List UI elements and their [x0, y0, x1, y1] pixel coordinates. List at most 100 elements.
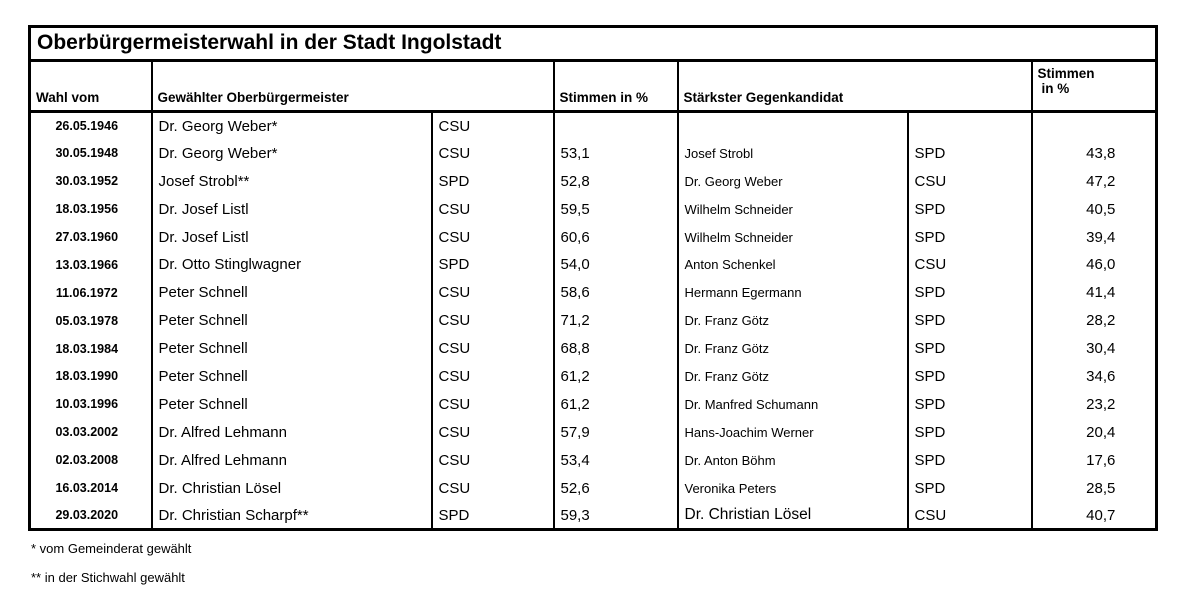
elected-mayor-party: CSU	[430, 111, 554, 140]
column-header-stimmen-line2: in %	[1041, 81, 1070, 96]
elected-mayor-vote-share: 59,3	[552, 501, 678, 530]
election-date: 29.03.2020	[55, 508, 119, 523]
title-row: Oberbürgermeisterwahl in der Stadt Ingol…	[29, 26, 1157, 62]
opponent-vote-share: 34,6	[1030, 362, 1157, 391]
elected-mayor-party: CSU	[430, 418, 554, 447]
opponent-name: Anton Schenkel	[676, 250, 908, 279]
elected-mayor-name: Dr. Otto Stinglwagner	[150, 250, 432, 279]
opponent-party: CSU	[906, 167, 1032, 196]
opponent-vote-share: 20,4	[1030, 418, 1157, 447]
elected-mayor-party: CSU	[430, 306, 554, 335]
elected-mayor-party: CSU	[430, 139, 554, 168]
opponent-vote-share: 30,4	[1030, 334, 1157, 363]
elected-mayor-party: CSU	[430, 278, 554, 307]
opponent-name: Dr. Franz Götz	[676, 362, 908, 391]
table-row: 11.06.1972 Peter Schnell CSU 58,6 Hermann Eg…	[30, 278, 1157, 307]
opponent-party	[906, 111, 1032, 140]
election-date: 11.06.1972	[55, 285, 118, 300]
elected-mayor-vote-share: 60,6	[552, 223, 678, 251]
elected-mayor-name: Josef Strobl**	[150, 167, 432, 196]
election-date: 03.03.2002	[55, 425, 119, 440]
opponent-party: SPD	[906, 390, 1032, 419]
column-header-gegenkandidat: Stärkster Gegenkandidat	[676, 60, 1032, 113]
column-header-row: Wahl vom Gewählter Oberbürgermeister Sti…	[29, 60, 1157, 113]
elected-mayor-vote-share: 68,8	[552, 334, 678, 363]
column-header-stimmen-ob: Stimmen in %	[552, 60, 678, 113]
opponent-party: CSU	[906, 501, 1032, 530]
elected-mayor-party: SPD	[430, 167, 554, 196]
table-row: 16.03.2014 Dr. Christian Lösel CSU 52,6 Vero…	[30, 474, 1157, 502]
column-header-stimmen-line1: Stimmen	[1037, 66, 1095, 81]
opponent-name: Dr. Anton Böhm	[676, 446, 908, 475]
elected-mayor-name: Peter Schnell	[150, 334, 432, 363]
column-header-stimmen-gegenkandidat: Stimmen in %	[1030, 60, 1157, 113]
opponent-name: Dr. Franz Götz	[676, 306, 908, 335]
elected-mayor-name: Dr. Alfred Lehmann	[150, 418, 432, 447]
table-row: 30.05.1948 Dr. Georg Weber* CSU 53,1 Josef S…	[30, 139, 1157, 168]
opponent-name: Josef Strobl	[676, 139, 908, 168]
footnote-gemeinderat: * vom Gemeinderat gewählt	[31, 541, 192, 556]
elected-mayor-party: CSU	[430, 195, 554, 224]
opponent-vote-share: 23,2	[1030, 390, 1157, 419]
election-date: 18.03.1984	[55, 341, 119, 356]
opponent-party: SPD	[906, 418, 1032, 447]
table-row: 05.03.1978 Peter Schnell CSU 71,2 Dr. Franz …	[30, 306, 1157, 335]
opponent-vote-share	[1030, 111, 1157, 140]
elected-mayor-party: CSU	[430, 474, 554, 502]
footnote-stichwahl: ** in der Stichwahl gewählt	[31, 570, 185, 585]
election-date: 16.03.2014	[55, 481, 119, 496]
opponent-name	[676, 111, 908, 140]
opponent-vote-share: 40,7	[1030, 501, 1157, 530]
opponent-party: SPD	[906, 195, 1032, 224]
opponent-vote-share: 28,2	[1030, 306, 1157, 335]
elected-mayor-vote-share: 52,8	[552, 167, 678, 196]
election-date: 02.03.2008	[55, 453, 119, 468]
election-date: 27.03.1960	[55, 230, 119, 244]
opponent-party: SPD	[906, 474, 1032, 502]
elected-mayor-vote-share: 53,4	[552, 446, 678, 475]
election-date: 05.03.1978	[55, 313, 119, 328]
elected-mayor-party: CSU	[430, 334, 554, 363]
table-row: 29.03.2020 Dr. Christian Scharpf** SPD 59,3…	[30, 501, 1157, 530]
table-row: 03.03.2002 Dr. Alfred Lehmann CSU 57,9 Hans-…	[30, 418, 1157, 447]
table-row: 10.03.1996 Peter Schnell CSU 61,2 Dr. Manfre…	[30, 390, 1157, 419]
elected-mayor-party: CSU	[430, 446, 554, 475]
table-row: 27.03.1960 Dr. Josef Listl CSU 60,6 Wilhelm …	[30, 223, 1157, 251]
elected-mayor-name: Dr. Josef Listl	[150, 223, 432, 251]
opponent-vote-share: 41,4	[1030, 278, 1157, 307]
elected-mayor-name: Dr. Christian Scharpf**	[150, 501, 432, 530]
table-row: 30.03.1952 Josef Strobl** SPD 52,8 Dr. Georg…	[30, 167, 1157, 196]
elected-mayor-name: Peter Schnell	[150, 306, 432, 335]
elected-mayor-name: Peter Schnell	[150, 362, 432, 391]
elected-mayor-vote-share: 71,2	[552, 306, 678, 335]
elected-mayor-name: Dr. Alfred Lehmann	[150, 446, 432, 475]
election-date: 10.03.1996	[55, 397, 119, 412]
opponent-party: SPD	[906, 278, 1032, 307]
elected-mayor-vote-share: 59,5	[552, 195, 678, 224]
election-date: 18.03.1956	[55, 202, 119, 217]
elected-mayor-name: Dr. Christian Lösel	[150, 474, 432, 502]
table-body: 26.05.1946 Dr. Georg Weber* CSU 30.05.1948 D…	[30, 111, 1157, 530]
table-row: 02.03.2008 Dr. Alfred Lehmann CSU 53,4 Dr. A…	[30, 446, 1157, 475]
elected-mayor-vote-share: 54,0	[552, 250, 678, 279]
table-row: 13.03.1966 Dr. Otto Stinglwagner SPD 54,0 An…	[30, 250, 1157, 279]
opponent-party: CSU	[906, 250, 1032, 279]
opponent-name: Hans-Joachim Werner	[676, 418, 908, 447]
elected-mayor-name: Peter Schnell	[150, 278, 432, 307]
opponent-party: SPD	[906, 306, 1032, 335]
elected-mayor-party: SPD	[430, 501, 554, 530]
opponent-name: Dr. Christian Lösel	[676, 501, 908, 530]
opponent-name: Wilhelm Schneider	[676, 223, 908, 251]
opponent-party: SPD	[906, 362, 1032, 391]
opponent-name: Hermann Egermann	[676, 278, 908, 307]
election-date: 13.03.1966	[55, 257, 119, 272]
opponent-party: SPD	[906, 334, 1032, 363]
page-title: Oberbürgermeisterwahl in der Stadt Ingol…	[29, 26, 1157, 62]
opponent-name: Dr. Franz Götz	[676, 334, 908, 363]
election-date: 30.03.1952	[55, 174, 119, 189]
elected-mayor-vote-share: 53,1	[552, 139, 678, 168]
opponent-party: SPD	[906, 139, 1032, 168]
elected-mayor-party: CSU	[430, 390, 554, 419]
opponent-name: Veronika Peters	[676, 474, 908, 502]
